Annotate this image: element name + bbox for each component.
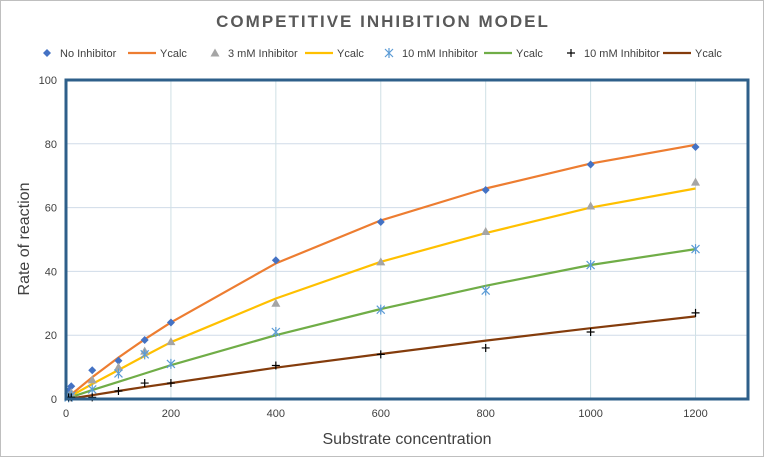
data-point bbox=[140, 335, 149, 344]
x-tick-label: 1000 bbox=[578, 408, 602, 420]
legend-marker bbox=[43, 49, 51, 57]
legend-item: Ycalc bbox=[128, 48, 187, 60]
plot-area bbox=[66, 80, 748, 399]
legend-label: Ycalc bbox=[160, 48, 187, 60]
legend-label: 10 mM Inhibitor bbox=[584, 48, 660, 60]
legend-item: Ycalc bbox=[305, 48, 364, 60]
data-point bbox=[691, 308, 700, 317]
data-point bbox=[114, 368, 123, 379]
x-axis-title: Substrate concentration bbox=[323, 431, 492, 448]
gridlines bbox=[66, 80, 748, 399]
data-point bbox=[87, 384, 97, 395]
x-tick-label: 1200 bbox=[683, 408, 707, 420]
y-tick-label: 80 bbox=[45, 139, 57, 151]
data-point bbox=[114, 356, 123, 365]
data-point bbox=[166, 337, 176, 346]
y-tick-label: 20 bbox=[45, 330, 57, 342]
data-point bbox=[691, 142, 700, 151]
legend-item: Ycalc bbox=[663, 48, 722, 60]
plot-border bbox=[64, 78, 750, 401]
legend-marker bbox=[210, 48, 220, 57]
data-point bbox=[586, 328, 595, 337]
data-point bbox=[271, 256, 280, 265]
legend-item: 10 mM Inhibitor bbox=[384, 48, 478, 60]
legend: No Inhibitor Ycalc 3 mM Inhibitor Ycalc 10 m… bbox=[43, 48, 722, 60]
data-point bbox=[376, 304, 386, 315]
data-point bbox=[481, 343, 490, 352]
y-tick-label: 40 bbox=[45, 266, 57, 278]
legend-label: Ycalc bbox=[516, 48, 543, 60]
data-point bbox=[691, 177, 701, 186]
x-tick-label: 400 bbox=[267, 408, 285, 420]
legend-label: Ycalc bbox=[337, 48, 364, 60]
data-point bbox=[481, 285, 491, 296]
legend-marker bbox=[567, 49, 575, 57]
data-point bbox=[271, 327, 281, 338]
legend-marker bbox=[384, 48, 394, 58]
data-point bbox=[140, 379, 149, 388]
y-tick-label: 100 bbox=[39, 75, 57, 87]
chart-title: COMPETITIVE INHIBITION MODEL bbox=[216, 12, 550, 31]
series-layer bbox=[64, 142, 701, 403]
legend-label: Ycalc bbox=[695, 48, 722, 60]
data-point bbox=[376, 350, 385, 359]
y-tick-label: 60 bbox=[45, 203, 57, 215]
x-tick-label: 800 bbox=[477, 408, 495, 420]
x-tick-label: 200 bbox=[162, 408, 180, 420]
data-point bbox=[586, 201, 596, 210]
x-tick-label: 0 bbox=[63, 408, 69, 420]
data-point bbox=[166, 379, 175, 388]
legend-label: No Inhibitor bbox=[60, 48, 117, 60]
data-point bbox=[113, 362, 123, 371]
y-axis-title: Rate of reaction bbox=[16, 183, 33, 296]
data-point bbox=[271, 298, 281, 307]
legend-item: 3 mM Inhibitor bbox=[210, 48, 298, 60]
data-point bbox=[67, 382, 76, 391]
legend-label: 10 mM Inhibitor bbox=[402, 48, 478, 60]
data-point bbox=[481, 227, 491, 236]
legend-item: 10 mM Inhibitor bbox=[567, 48, 660, 60]
data-point bbox=[166, 318, 175, 327]
data-point bbox=[271, 361, 280, 370]
data-point bbox=[166, 358, 176, 369]
data-point bbox=[691, 244, 700, 255]
data-point bbox=[114, 387, 123, 396]
data-point bbox=[586, 160, 595, 169]
data-point bbox=[481, 186, 490, 195]
legend-item: No Inhibitor bbox=[43, 48, 117, 60]
x-tick-label: 600 bbox=[372, 408, 390, 420]
y-tick-label: 0 bbox=[51, 394, 57, 406]
data-point bbox=[87, 375, 97, 384]
legend-label: 3 mM Inhibitor bbox=[228, 48, 298, 60]
data-point bbox=[140, 349, 150, 360]
data-point bbox=[376, 257, 386, 266]
marker-series bbox=[64, 308, 700, 402]
marker-series bbox=[64, 142, 700, 396]
data-point bbox=[586, 260, 596, 271]
data-point bbox=[88, 366, 97, 375]
legend-item: Ycalc bbox=[484, 48, 543, 60]
data-point bbox=[376, 217, 385, 226]
